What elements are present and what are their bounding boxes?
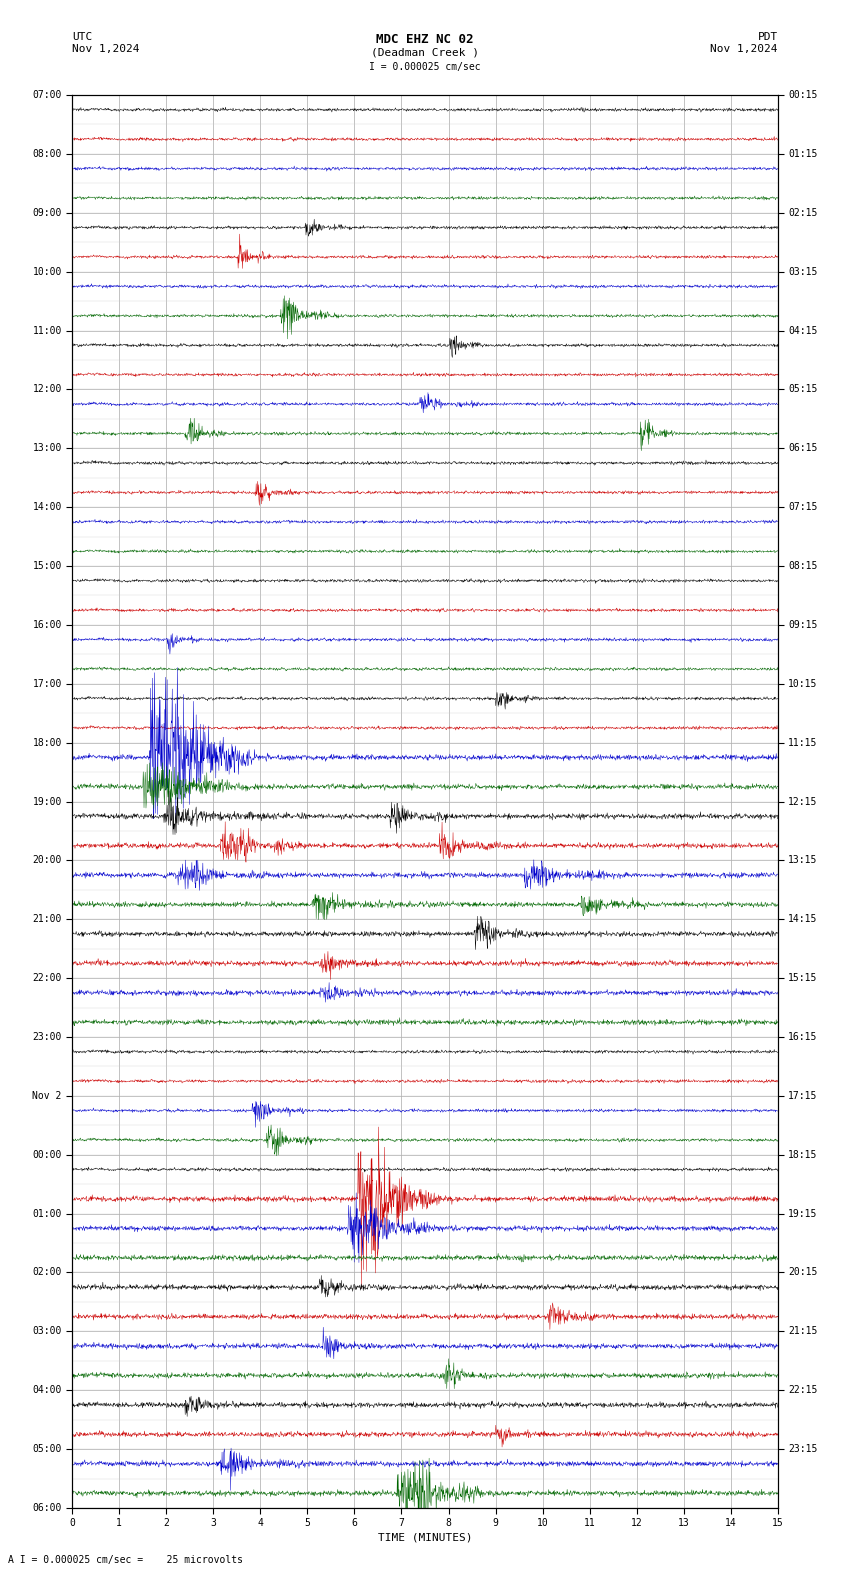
Text: I = 0.000025 cm/sec: I = 0.000025 cm/sec [369,62,481,71]
X-axis label: TIME (MINUTES): TIME (MINUTES) [377,1533,473,1543]
Text: A I = 0.000025 cm/sec =    25 microvolts: A I = 0.000025 cm/sec = 25 microvolts [8,1555,243,1565]
Text: PDT: PDT [757,32,778,41]
Text: UTC: UTC [72,32,93,41]
Text: (Deadman Creek ): (Deadman Creek ) [371,48,479,57]
Text: Nov 1,2024: Nov 1,2024 [711,44,778,54]
Text: Nov 1,2024: Nov 1,2024 [72,44,139,54]
Text: MDC EHZ NC 02: MDC EHZ NC 02 [377,33,473,46]
